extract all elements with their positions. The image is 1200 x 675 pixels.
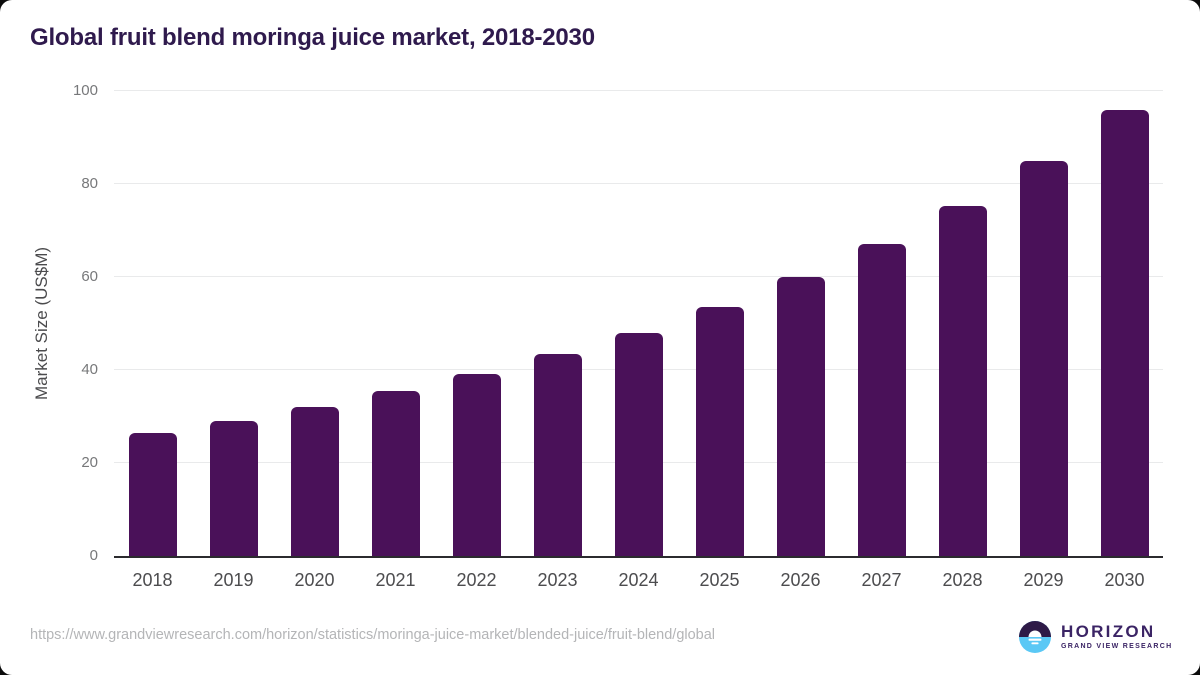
- x-tick-label: 2025: [699, 570, 740, 590]
- x-tick-label: 2020: [294, 570, 335, 590]
- bar-column: 2026: [776, 91, 825, 590]
- gridline: [114, 276, 1163, 277]
- x-tick-label: 2029: [1023, 570, 1064, 590]
- gridline: [114, 90, 1163, 91]
- bar-column: 2024: [614, 91, 663, 590]
- x-tick-label: 2027: [861, 570, 902, 590]
- bar-column: 2022: [452, 91, 501, 590]
- y-tick-label: 40: [81, 361, 98, 378]
- x-tick-label: 2019: [213, 570, 254, 590]
- y-tick-label: 100: [72, 82, 98, 99]
- x-tick-label: 2018: [132, 570, 173, 590]
- source-url: https://www.grandviewresearch.com/horizo…: [30, 627, 716, 643]
- bar-column: 2018: [128, 91, 177, 590]
- bar: [533, 354, 582, 556]
- bar-column: 2021: [371, 91, 420, 590]
- bar-series: 2018 2019 2020 2021 2022 2023 2024 2025 2026 2027…: [114, 91, 1163, 590]
- bar: [776, 277, 825, 556]
- y-tick-label: 20: [81, 454, 98, 471]
- x-tick-label: 2022: [456, 570, 497, 590]
- x-tick-label: 2021: [375, 570, 416, 590]
- x-tick-label: 2028: [942, 570, 983, 590]
- bar: [614, 332, 663, 556]
- x-tick-label: 2026: [780, 570, 821, 590]
- bar-column: 2019: [209, 91, 258, 590]
- bar: [938, 206, 987, 556]
- bar-column: 2029: [1019, 91, 1068, 590]
- bar-column: 2028: [938, 91, 987, 590]
- gridline: [114, 183, 1163, 184]
- bar-column: 2025: [695, 91, 744, 590]
- bar: [857, 243, 906, 556]
- bar: [290, 406, 339, 556]
- logo-text: HORIZON GRAND VIEW RESEARCH: [1061, 623, 1172, 651]
- logo-subtitle: GRAND VIEW RESEARCH: [1061, 643, 1173, 650]
- bar-column: 2030: [1100, 91, 1149, 590]
- page-title: Global fruit blend moringa juice market,…: [30, 24, 595, 51]
- bar-column: 2027: [857, 91, 906, 590]
- y-axis-title: Market Size (US$M): [32, 246, 51, 401]
- y-tick-label: 60: [81, 268, 98, 285]
- bar: [209, 421, 258, 556]
- bar: [1100, 110, 1149, 556]
- logo-title: HORIZON: [1061, 622, 1156, 641]
- x-tick-label: 2030: [1104, 570, 1145, 590]
- x-tick-label: 2024: [618, 570, 659, 590]
- bar: [695, 306, 744, 556]
- horizon-logo-icon: [1019, 621, 1051, 653]
- x-tick-label: 2023: [537, 570, 578, 590]
- bar: [1019, 160, 1068, 556]
- horizon-logo: HORIZON GRAND VIEW RESEARCH: [1019, 621, 1172, 653]
- y-tick-label: 80: [81, 175, 98, 192]
- plot-area: 0 20 40 60 80 100 2018 2019 2020 2021 2022 2023 202…: [73, 82, 1163, 590]
- bar: [452, 374, 501, 556]
- bar: [371, 390, 420, 556]
- bar-column: 2020: [290, 91, 339, 590]
- y-tick-label: 0: [89, 547, 98, 564]
- bar: [128, 432, 177, 556]
- bar-column: 2023: [533, 91, 582, 590]
